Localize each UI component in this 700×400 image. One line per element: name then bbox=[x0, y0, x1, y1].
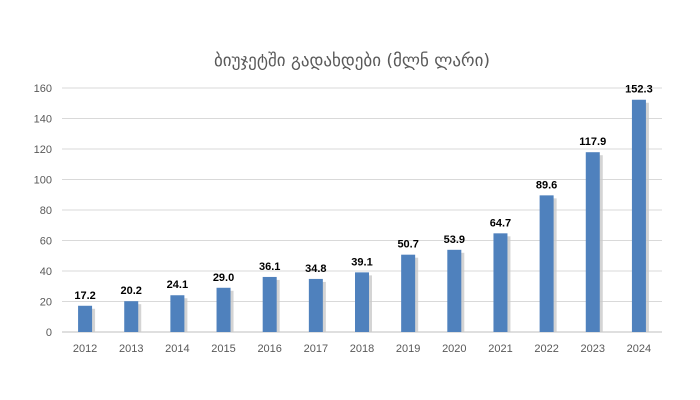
chart-title: ბიუჯეტში გადახდები (მლნ ლარი) bbox=[214, 51, 490, 71]
bar-2013 bbox=[124, 301, 139, 332]
bar-2021 bbox=[493, 233, 508, 332]
x-tick-label: 2019 bbox=[396, 343, 420, 355]
data-label: 36.1 bbox=[259, 261, 280, 273]
y-tick-label: 140 bbox=[34, 114, 52, 126]
x-tick-label: 2021 bbox=[488, 343, 512, 355]
x-axis-tick-labels: 2012 2013 2014 2015 2016 2017 2018 2019 2020 2021… bbox=[73, 343, 651, 355]
data-labels: 17.2 20.2 24.1 29.0 36.1 34.8 39.1 50.7 53.9 64.7… bbox=[74, 84, 652, 302]
y-tick-label: 120 bbox=[34, 144, 52, 156]
y-tick-label: 60 bbox=[40, 236, 52, 248]
data-label: 89.6 bbox=[536, 179, 557, 191]
data-label: 17.2 bbox=[74, 290, 95, 302]
data-label: 152.3 bbox=[625, 84, 653, 96]
bar-2018 bbox=[355, 272, 369, 332]
bars bbox=[78, 99, 649, 333]
bar-2017 bbox=[308, 278, 323, 332]
x-tick-label: 2016 bbox=[257, 343, 281, 355]
data-label: 39.1 bbox=[351, 256, 372, 268]
y-tick-label: 80 bbox=[40, 205, 52, 217]
x-tick-label: 2022 bbox=[534, 343, 558, 355]
bar-2015 bbox=[216, 287, 231, 332]
x-tick-label: 2013 bbox=[119, 343, 143, 355]
data-label: 34.8 bbox=[305, 263, 326, 275]
data-label: 29.0 bbox=[213, 272, 234, 284]
x-tick-label: 2023 bbox=[581, 343, 605, 355]
y-tick-label: 40 bbox=[40, 266, 52, 278]
data-label: 24.1 bbox=[167, 279, 188, 291]
data-label: 53.9 bbox=[444, 234, 465, 246]
y-tick-label: 100 bbox=[34, 175, 52, 187]
x-tick-label: 2012 bbox=[73, 343, 97, 355]
bar-2016 bbox=[262, 276, 277, 332]
bar-2012 bbox=[78, 305, 93, 332]
data-label: 64.7 bbox=[490, 217, 511, 229]
bar-2024 bbox=[631, 99, 646, 333]
data-label: 117.9 bbox=[579, 136, 606, 148]
bar-2022 bbox=[539, 195, 554, 332]
x-tick-label: 2014 bbox=[165, 343, 189, 355]
x-tick-label: 2018 bbox=[350, 343, 374, 355]
x-tick-label: 2015 bbox=[211, 343, 235, 355]
data-label: 50.7 bbox=[397, 239, 418, 251]
gridlines bbox=[62, 87, 662, 333]
y-tick-label: 160 bbox=[34, 83, 52, 95]
y-tick-label: 20 bbox=[40, 297, 52, 309]
bar-2019 bbox=[401, 254, 416, 332]
data-label: 20.2 bbox=[121, 285, 142, 297]
x-tick-label: 2017 bbox=[304, 343, 328, 355]
y-axis-tick-labels: 0 20 40 60 80 100 120 140 160 bbox=[34, 83, 52, 339]
bar-2020 bbox=[447, 249, 462, 332]
bar-2023 bbox=[585, 152, 600, 332]
bar-2014 bbox=[170, 295, 185, 332]
y-tick-label: 0 bbox=[46, 327, 52, 339]
x-tick-label: 2020 bbox=[442, 343, 466, 355]
x-tick-label: 2024 bbox=[627, 343, 651, 355]
